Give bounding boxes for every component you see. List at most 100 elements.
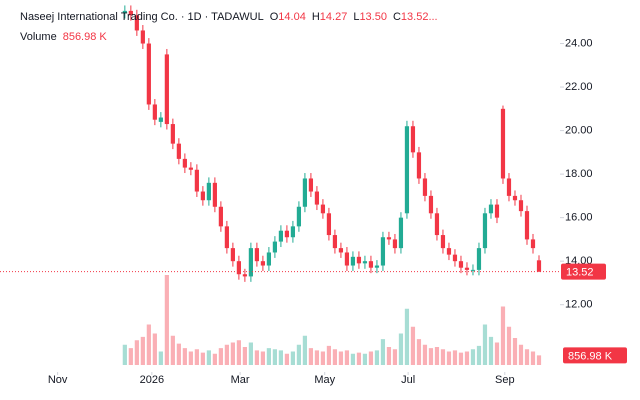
- candle-body: [140, 30, 145, 44]
- candle-body: [320, 204, 326, 214]
- volume-bar: [278, 350, 284, 365]
- volume-bar: [164, 275, 169, 365]
- y-tick-label: 12.00: [565, 299, 593, 311]
- candle-body: [296, 206, 302, 227]
- candle-body: [284, 230, 290, 238]
- candle-body: [392, 239, 398, 249]
- candle-body: [482, 213, 488, 249]
- candle-body: [404, 126, 410, 214]
- candle-body: [362, 261, 368, 264]
- volume-bar: [134, 340, 139, 365]
- ohlc-value: 13.50: [359, 11, 387, 23]
- volume-bar: [128, 348, 133, 365]
- volume-bar: [296, 344, 302, 365]
- x-tick-label: Sep: [495, 374, 515, 386]
- last-volume-box: [563, 347, 627, 364]
- candle-body: [476, 248, 482, 270]
- candle-body: [260, 261, 265, 266]
- legend-header: Naseej International Trading Co. · 1D · …: [20, 11, 438, 23]
- candle-body: [194, 169, 199, 192]
- candle-body: [446, 248, 452, 255]
- volume-value: 856.98 K: [63, 31, 108, 43]
- candle-body: [278, 230, 284, 242]
- x-tick-label: Mar: [231, 374, 250, 386]
- volume-bar: [188, 351, 193, 365]
- volume-bar: [332, 349, 338, 365]
- candle-body: [398, 217, 404, 249]
- candle-body: [422, 178, 428, 196]
- candle-body: [368, 261, 374, 268]
- x-tick-label: Nov: [48, 374, 68, 386]
- candle-body: [470, 269, 476, 271]
- candle-body: [338, 248, 344, 253]
- volume-bar: [410, 326, 416, 365]
- last-price-box: [561, 263, 606, 280]
- ohlc-key: H: [312, 11, 320, 23]
- volume-bar: [344, 350, 350, 365]
- volume-bar: [494, 342, 500, 365]
- volume-bar: [122, 344, 127, 365]
- volume-bar: [416, 339, 422, 365]
- volume-bar: [302, 335, 308, 365]
- candle-body: [344, 252, 350, 266]
- volume-bar: [356, 352, 362, 365]
- volume-bar: [440, 349, 446, 365]
- volume-bar: [428, 348, 434, 365]
- volume-bar: [482, 324, 488, 365]
- volume-bar: [464, 351, 470, 365]
- candle-body: [458, 261, 464, 268]
- candle-body: [254, 248, 259, 262]
- volume-bar: [236, 340, 241, 365]
- candle-body: [272, 241, 277, 253]
- ohlc-value: 14.27: [320, 11, 348, 23]
- x-tick-label: Jul: [401, 374, 415, 386]
- volume-bar: [500, 306, 506, 365]
- candle-body: [266, 252, 271, 266]
- candle-body: [530, 239, 536, 249]
- last-price-label: 13.52: [566, 267, 594, 279]
- volume-bar: [398, 333, 404, 365]
- volume-bar: [290, 351, 296, 365]
- candle-body: [512, 195, 518, 201]
- volume-bar: [536, 355, 542, 365]
- candle-body: [158, 117, 163, 122]
- volume-bar: [260, 351, 265, 365]
- candle-body: [314, 191, 320, 205]
- volume-bar: [326, 345, 332, 365]
- x-tick-label: 2026: [140, 374, 164, 386]
- volume-bar: [458, 352, 464, 365]
- candle-body: [248, 248, 253, 277]
- y-tick-label: 22.00: [565, 81, 593, 93]
- volume-bar: [314, 350, 320, 365]
- volume-bar: [530, 351, 536, 365]
- candle-body: [434, 213, 440, 236]
- y-tick-label: 18.00: [565, 168, 593, 180]
- volume-bar: [488, 336, 494, 365]
- candle-body: [302, 178, 308, 207]
- volume-bar: [374, 350, 380, 365]
- candle-body: [536, 260, 542, 272]
- volume-bar: [350, 353, 356, 365]
- volume-bar: [338, 351, 344, 365]
- candle-body: [122, 10, 127, 14]
- volume-bar: [170, 335, 175, 365]
- ohlc-key: L: [353, 11, 359, 23]
- candle-body: [356, 256, 362, 264]
- candle-body: [290, 226, 296, 238]
- candle-body: [518, 200, 524, 212]
- x-tick-label: May: [314, 374, 335, 386]
- candle-body: [242, 274, 247, 277]
- volume-bar: [146, 324, 151, 365]
- candle-body: [170, 124, 175, 144]
- volume-bar: [512, 338, 518, 365]
- candle-body: [206, 182, 211, 201]
- volume-bar: [470, 349, 476, 365]
- candle-body: [230, 248, 235, 262]
- volume-bar: [476, 345, 482, 365]
- y-tick-label: 20.00: [565, 124, 593, 136]
- volume-bar: [422, 344, 428, 365]
- candle-body: [332, 235, 338, 249]
- candle-body: [416, 152, 422, 179]
- candle-body: [386, 237, 392, 240]
